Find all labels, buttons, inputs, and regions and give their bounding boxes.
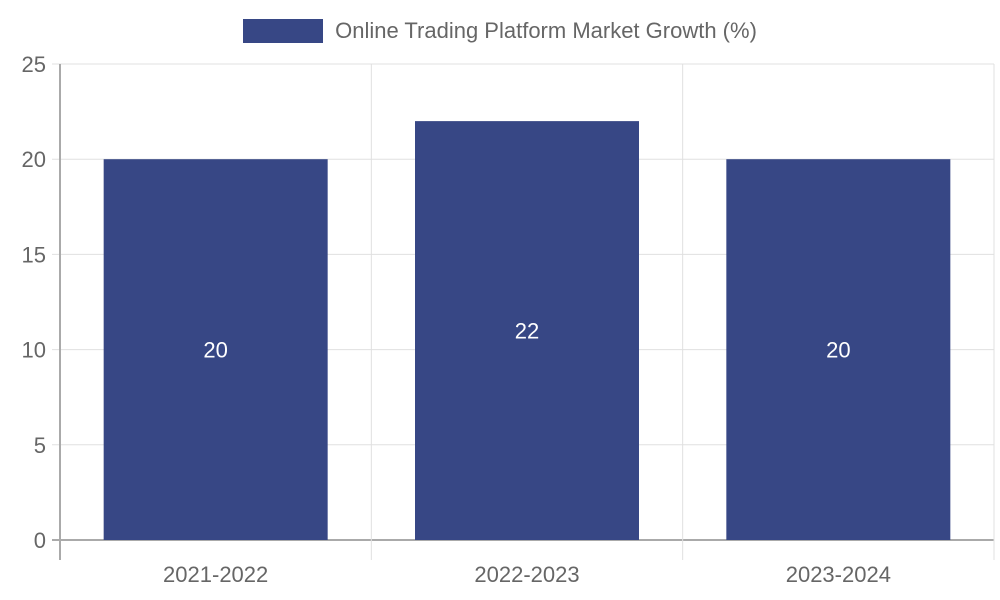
bar-2021-2022[interactable] <box>103 159 328 540</box>
bar-value-label: 20 <box>203 338 227 363</box>
bar-value-label: 22 <box>515 319 539 344</box>
legend-label: Online Trading Platform Market Growth (%… <box>335 18 757 43</box>
chart-legend: Online Trading Platform Market Growth (%… <box>0 18 1000 44</box>
y-tick-label: 10 <box>22 338 46 363</box>
y-tick-label: 15 <box>22 242 46 267</box>
y-tick-label: 5 <box>34 433 46 458</box>
y-axis: 0 5 10 15 20 25 <box>22 52 46 553</box>
bar-2022-2023[interactable] <box>415 121 639 541</box>
bar-value-label: 20 <box>826 338 850 363</box>
x-tick-label: 2022-2023 <box>474 562 579 587</box>
x-tick-label: 2021-2022 <box>163 562 268 587</box>
y-tick-label: 0 <box>34 528 46 553</box>
legend-swatch[interactable] <box>243 19 324 43</box>
bar-2023-2024[interactable] <box>726 159 951 540</box>
x-tick-label: 2023-2024 <box>786 562 891 587</box>
y-tick-label: 25 <box>22 52 46 77</box>
x-axis: 2021-2022 2022-2023 2023-2024 <box>163 562 891 587</box>
y-tick-label: 20 <box>22 147 46 172</box>
bars: 20 22 20 <box>103 121 951 541</box>
